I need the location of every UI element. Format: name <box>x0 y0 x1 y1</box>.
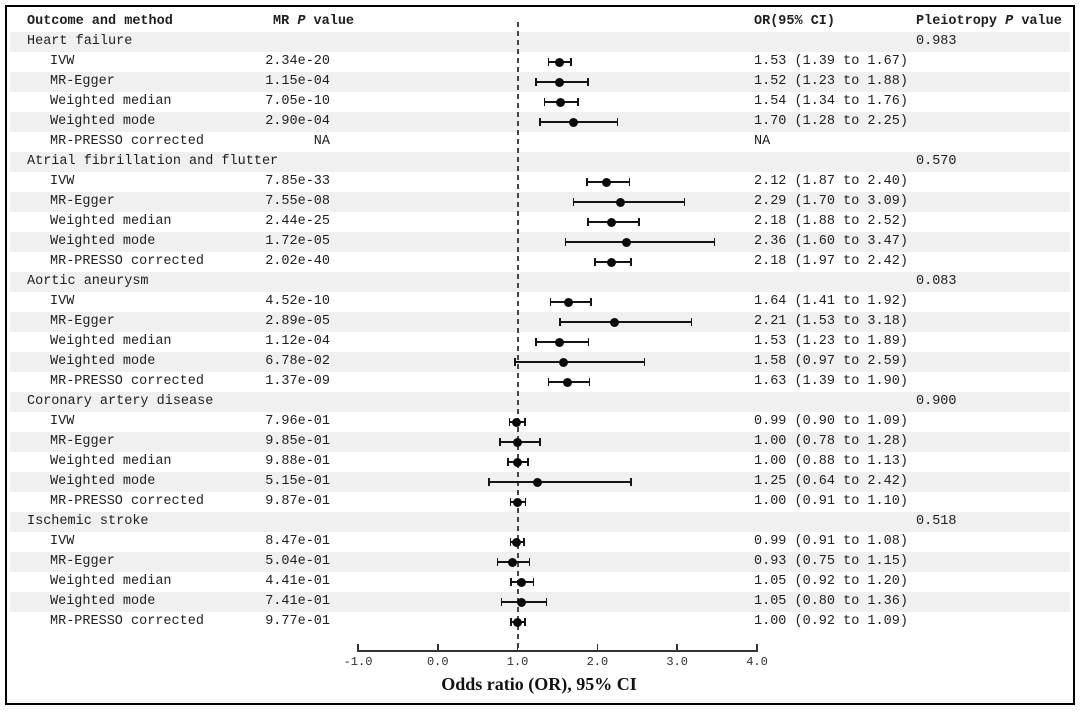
header-mr-p-value: MR P value <box>273 14 355 29</box>
table-header-row: Outcome and method MR P value OR(95% CI)… <box>10 12 1070 32</box>
x-axis-title: Odds ratio (OR), 95% CI <box>441 674 637 694</box>
header-pleiotropy-p-value: Pleiotropy P value <box>916 14 1062 29</box>
header-outcome-and-method: Outcome and method <box>27 14 173 29</box>
header-or-ci: OR(95% CI) <box>754 14 836 29</box>
figure-border <box>5 5 1075 705</box>
